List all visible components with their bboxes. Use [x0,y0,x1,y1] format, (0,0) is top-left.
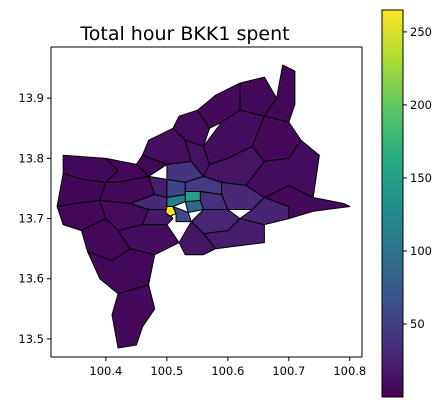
colorbar [381,9,404,398]
x-tick-label: 100.8 [333,364,366,378]
colorbar-axis: 50 100 150 200 250 [403,25,432,331]
x-tick-label: 100.6 [211,364,244,378]
x-tick-label: 100.7 [272,364,305,378]
region-central-2 [184,191,201,203]
x-tick-label: 100.4 [89,364,122,378]
colorbar-tick-label: 50 [410,317,425,331]
y-tick-label: 13.5 [18,332,44,346]
y-tick-label: 13.9 [18,91,44,105]
region-bang-na [203,218,265,250]
y-tick-label: 13.6 [18,272,44,286]
colorbar-tick-label: 200 [410,98,432,112]
region-central-3 [166,194,186,207]
y-tick-label: 13.8 [18,151,44,165]
region-riverside-south [142,209,174,226]
region-south-river [178,221,217,256]
y-axis: 13.5 13.6 13.7 13.8 13.9 [18,91,51,346]
x-tick-label: 100.5 [150,364,183,378]
region-central-south [172,206,192,223]
colorbar-tick-label: 250 [410,25,432,39]
region-east-north-2 [245,139,320,198]
colorbar-tick-label: 100 [410,244,432,258]
chart-title: Total hour BKK1 spent [79,23,289,45]
map-regions [56,64,351,349]
region-south-2 [111,284,156,349]
region-south-1 [87,248,156,295]
colorbar-tick-label: 150 [410,171,432,185]
region-central-hot [165,206,177,217]
x-axis: 100.4 100.5 100.6 100.7 100.8 [89,357,366,378]
plot-frame [50,46,363,358]
region-north-west-top [135,154,168,177]
y-tick-label: 13.7 [18,212,44,226]
